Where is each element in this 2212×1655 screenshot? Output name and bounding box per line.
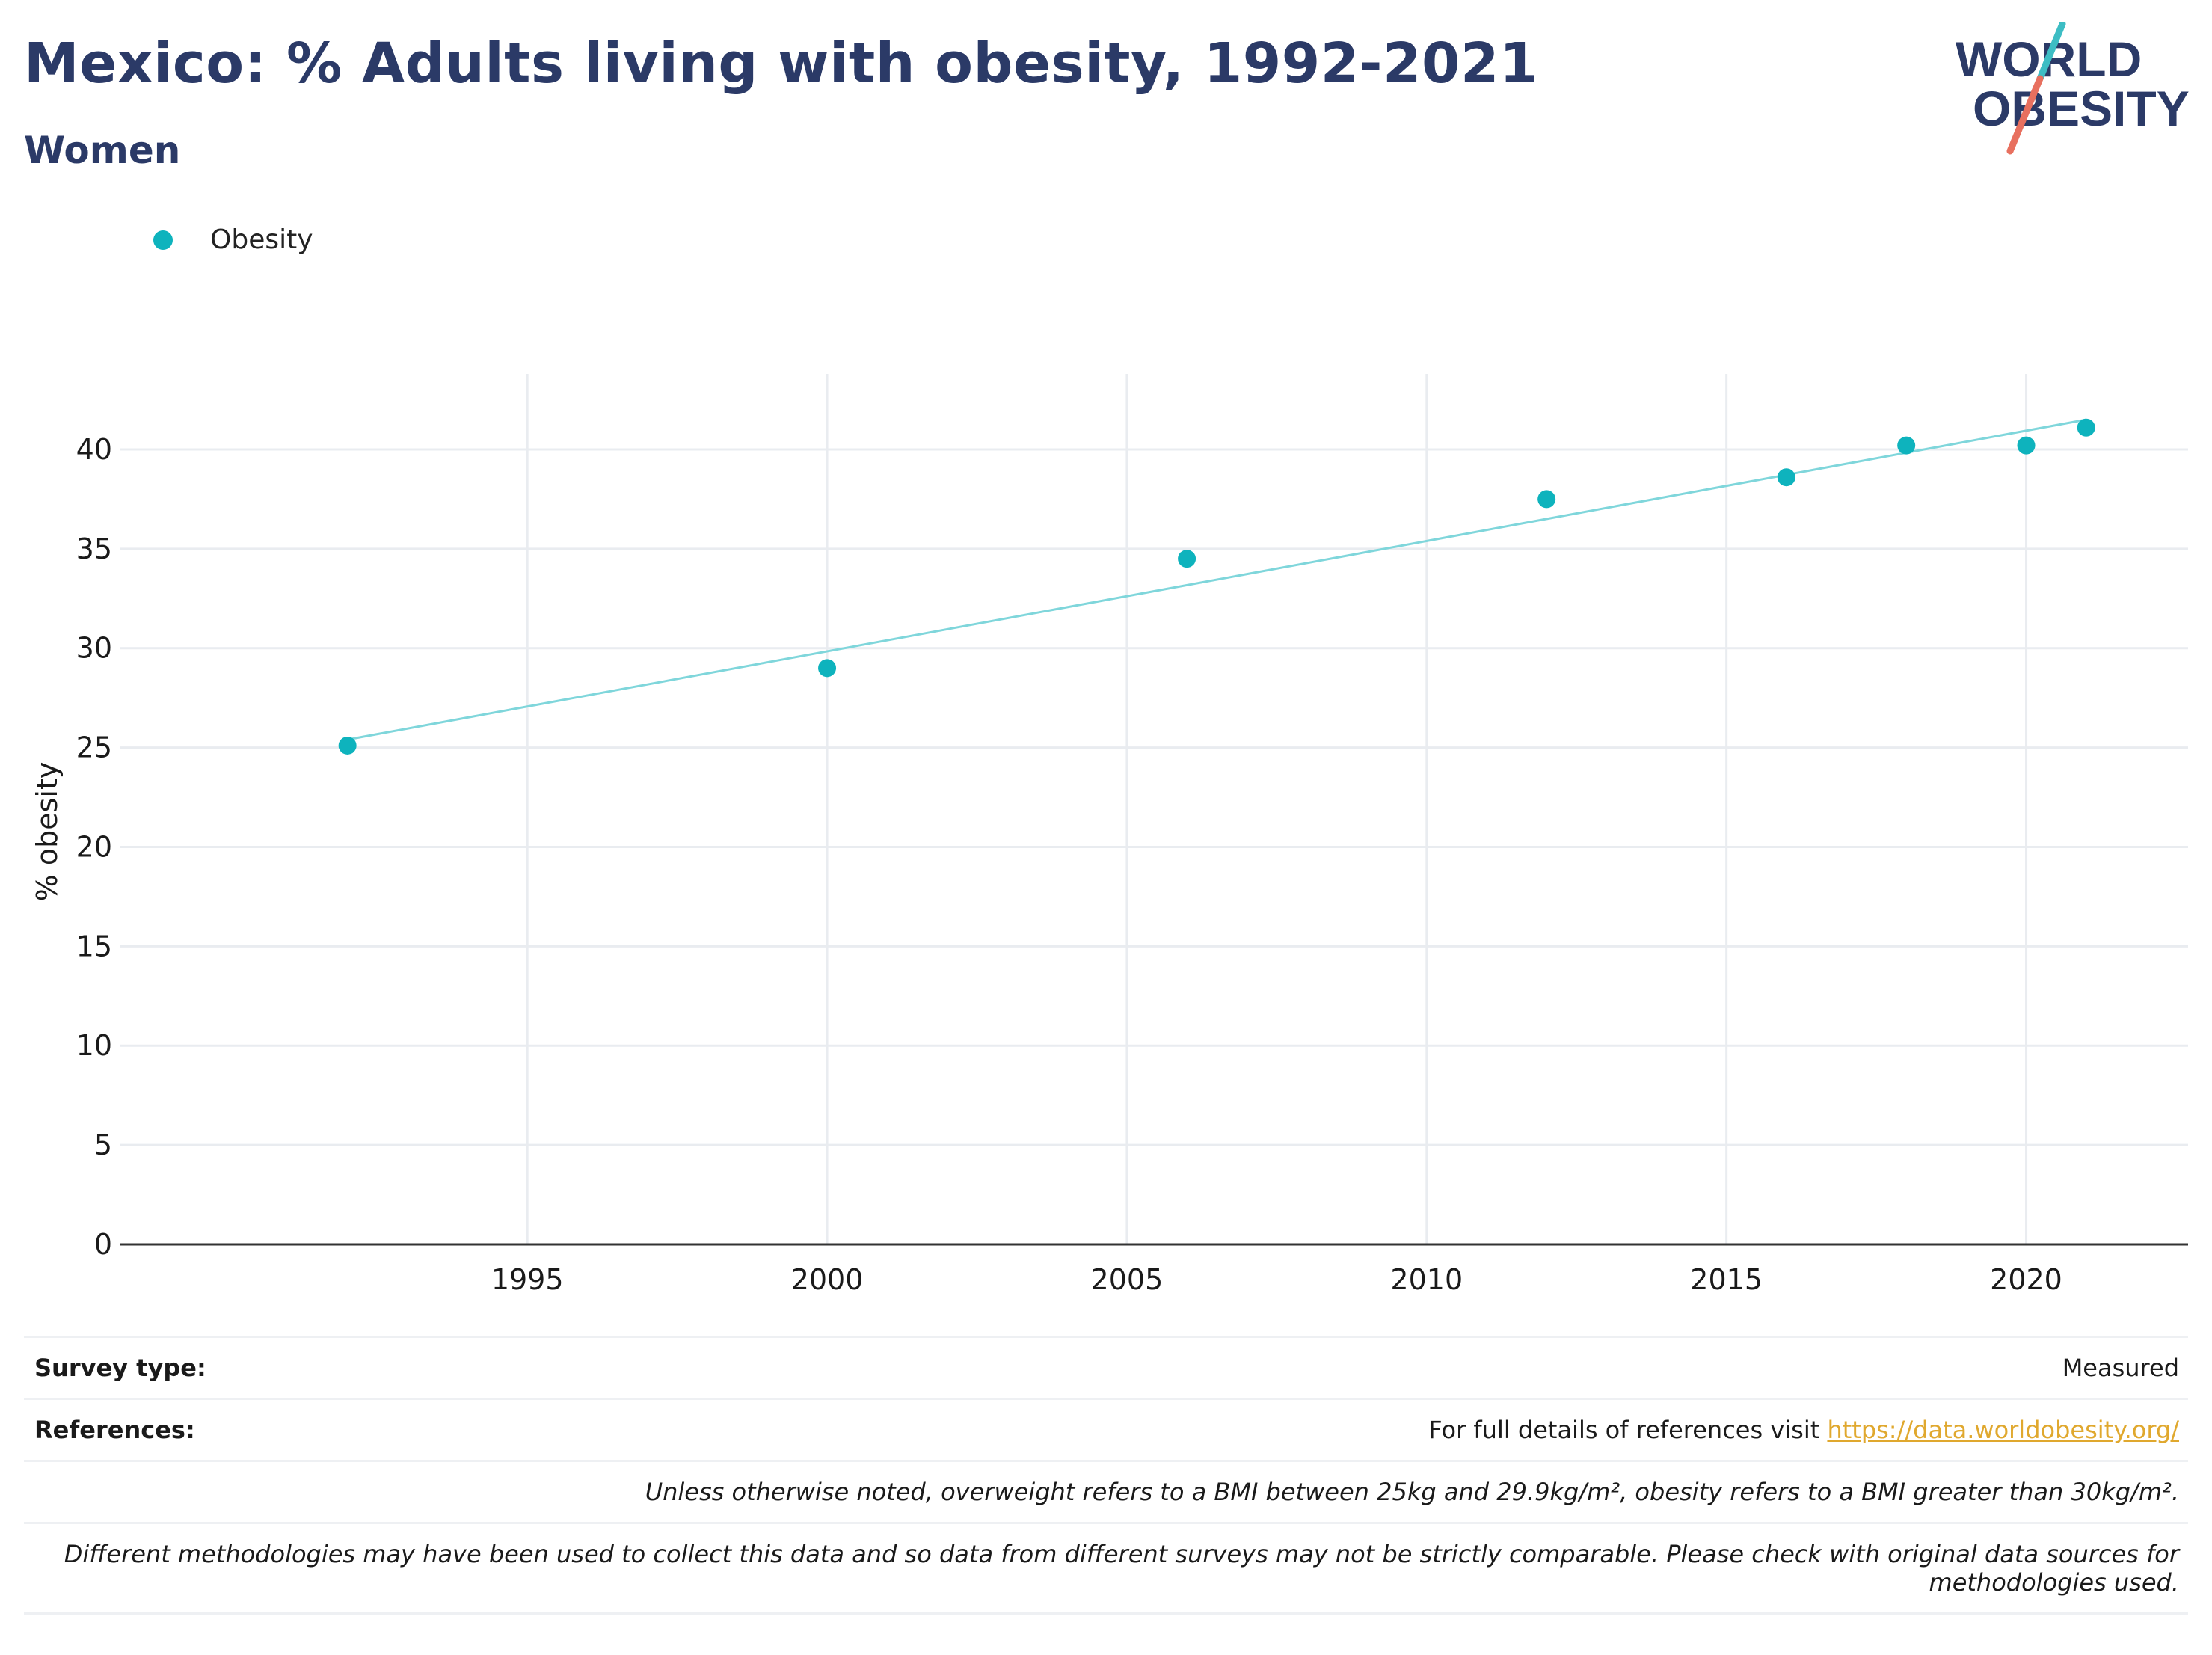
survey-type-row: Survey type: Measured	[24, 1336, 2188, 1398]
y-tick-label: 20	[76, 830, 112, 863]
logo-slash-bottom	[2006, 75, 2044, 155]
bmi-note-row: Unless otherwise noted, overweight refer…	[24, 1460, 2188, 1522]
data-point	[1897, 436, 1916, 455]
methodology-note-row: Different methodologies may have been us…	[24, 1522, 2188, 1615]
y-tick-label: 15	[76, 930, 112, 962]
data-point	[1777, 468, 1795, 487]
x-tick-label: 2010	[1390, 1263, 1463, 1296]
data-point	[2077, 418, 2095, 437]
y-tick-label: 0	[94, 1228, 112, 1261]
bmi-note: Unless otherwise noted, overweight refer…	[645, 1478, 2179, 1506]
y-tick-label: 5	[94, 1129, 112, 1161]
legend-marker	[153, 230, 173, 250]
references-row: References: For full details of referenc…	[24, 1398, 2188, 1460]
references-link[interactable]: https://data.worldobesity.org/	[1827, 1416, 2179, 1444]
page-subtitle: Women	[24, 129, 181, 172]
logo-slash-top	[2036, 22, 2066, 82]
footer-table: Survey type: Measured References: For fu…	[24, 1336, 2188, 1615]
x-tick-label: 2005	[1091, 1263, 1164, 1296]
data-point	[1178, 550, 1196, 568]
y-tick-label: 10	[76, 1029, 112, 1062]
methodology-note: Different methodologies may have been us…	[64, 1540, 2179, 1597]
survey-type-value: Measured	[2062, 1354, 2179, 1382]
x-tick-label: 2000	[791, 1263, 864, 1296]
legend: Obesity	[153, 224, 313, 255]
references-value: For full details of references visit htt…	[1428, 1416, 2179, 1444]
y-tick-label: 35	[76, 532, 112, 565]
y-axis-label: % obesity	[31, 762, 64, 902]
y-tick-label: 40	[76, 433, 112, 466]
data-point	[818, 659, 837, 678]
world-obesity-logo: WORLD OBESITY	[1956, 22, 2190, 155]
references-label: References:	[34, 1416, 195, 1444]
survey-type-label: Survey type:	[34, 1354, 206, 1382]
legend-label: Obesity	[210, 224, 313, 255]
y-tick-label: 25	[76, 731, 112, 764]
data-point	[1537, 490, 1556, 509]
references-prefix: For full details of references visit	[1428, 1416, 1828, 1444]
y-tick-label: 30	[76, 632, 112, 665]
x-tick-label: 1995	[491, 1263, 564, 1296]
page-title: Mexico: % Adults living with obesity, 19…	[24, 31, 1538, 96]
logo-line2: OBESITY	[1973, 81, 2190, 136]
obesity-chart: 0 5 10 15 20 25 30 35 40 1995 2000 2005 2010 2015 202…	[31, 374, 2188, 1296]
x-tick-label: 2015	[1690, 1263, 1763, 1296]
x-tick-label: 2020	[1990, 1263, 2062, 1296]
data-point	[338, 736, 357, 755]
data-point	[2017, 436, 2036, 455]
trendline	[347, 418, 2086, 741]
